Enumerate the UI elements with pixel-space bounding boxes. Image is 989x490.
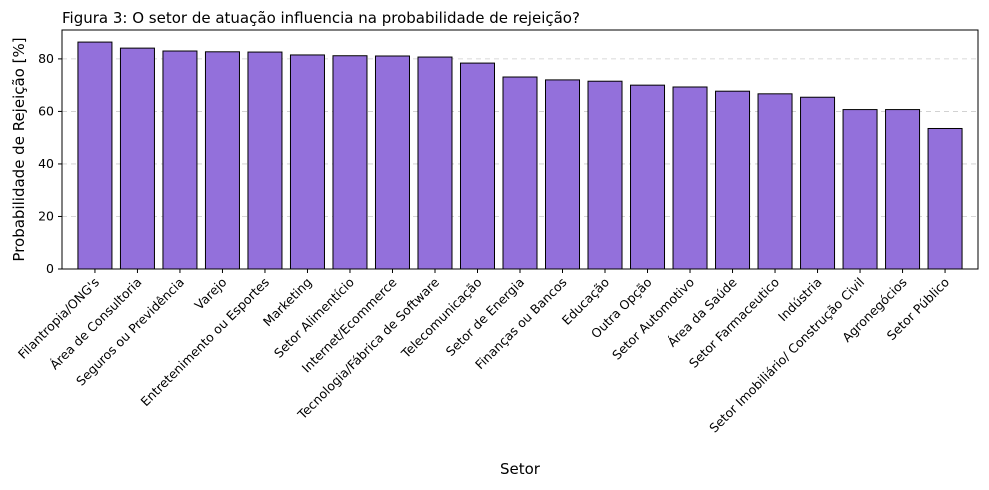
bar [374,55,410,270]
y-tick-label: 20 [38,208,54,223]
bar [800,96,836,270]
y-axis-ticks: 0 20 40 60 80 [38,51,62,276]
x-tick-label: Setor Alimentício [271,275,357,361]
bar [885,109,921,270]
x-axis-label: Setor [500,460,541,478]
y-axis-label: Probabilidade de Rejeição [%] [10,37,28,261]
bar [417,56,453,270]
bar [757,93,793,270]
x-tick-label: Telecomunicação [398,275,485,362]
bar [842,109,878,270]
bar [332,55,368,270]
bar [715,90,751,270]
bars [77,41,963,270]
y-tick-label: 40 [38,156,54,171]
x-tick-label: Varejo [191,275,229,313]
x-tick-label: Setor de Energia [443,275,527,359]
bar [162,50,198,270]
x-tick-label: Setor Imobiliário/ Construção Civil [706,275,867,436]
bar [545,79,581,270]
bar [247,51,283,270]
bar [289,54,325,270]
bar [77,41,113,270]
y-tick-label: 80 [38,51,54,66]
bar [119,47,155,270]
y-tick-label: 0 [46,261,54,276]
bar [459,62,495,270]
bar [927,127,963,270]
bar [204,51,240,270]
bar [502,76,538,270]
y-tick-label: 60 [38,103,54,118]
bar [672,86,708,270]
bar [630,84,666,270]
bar [587,80,623,270]
chart-title: Figura 3: O setor de atuação influencia … [62,9,580,27]
